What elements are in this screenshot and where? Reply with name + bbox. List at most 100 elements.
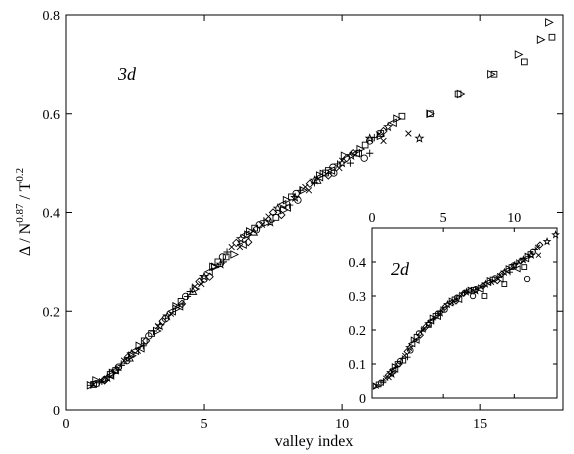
data-point-square <box>177 298 185 305</box>
data-point-x <box>380 137 387 145</box>
data-point-plus <box>117 360 125 368</box>
data-point-triangle-left <box>105 371 115 380</box>
data-point-plus <box>95 379 103 387</box>
data-point-circle <box>255 221 263 229</box>
data-point-square <box>361 141 369 149</box>
data-point-triangle-left <box>314 172 324 182</box>
data-point-circle <box>469 292 477 300</box>
data-point-star <box>102 372 113 383</box>
data-point-plus <box>286 201 294 209</box>
data-point-triangle-left <box>464 287 473 295</box>
x-tick-label: 15 <box>473 417 487 432</box>
data-point-plus <box>366 149 374 157</box>
y-label-exp-1: 0.87 <box>14 203 26 223</box>
data-point-square <box>548 33 556 41</box>
data-point-triangle-right <box>545 18 554 27</box>
data-point-triangle-right <box>426 109 436 119</box>
inset-data-points <box>372 230 560 390</box>
data-point-square <box>398 112 406 120</box>
data-point-x <box>535 252 542 258</box>
main-y-axis-label: Δ / N0.87 / T0.2 <box>14 168 34 256</box>
x-tick-label: 5 <box>201 417 208 432</box>
data-point-plus <box>399 355 406 362</box>
data-point-square <box>501 281 508 287</box>
data-point-plus <box>346 159 354 167</box>
data-point-triangle-left <box>513 265 521 273</box>
y-tick-label: 0.8 <box>43 9 61 24</box>
data-point-diamond <box>517 257 525 265</box>
data-point-diamond <box>243 237 253 247</box>
data-point-diamond <box>277 210 286 220</box>
data-point-star <box>414 133 425 143</box>
data-point-x <box>420 326 427 332</box>
data-point-triangle-left <box>277 199 287 209</box>
data-point-circle <box>218 253 227 261</box>
data-point-x <box>98 377 106 385</box>
x-tick-label: 0 <box>369 211 376 226</box>
data-point-square <box>222 253 230 261</box>
data-point-diamond <box>141 336 151 346</box>
data-point-circle <box>329 163 337 171</box>
data-point-circle <box>523 275 531 283</box>
x-tick-label: 0 <box>63 417 70 432</box>
data-point-x <box>383 375 389 381</box>
data-point-triangle-left <box>135 343 145 353</box>
y-label-part-c: / T <box>17 181 34 203</box>
y-tick-label: 0 <box>53 404 60 419</box>
main-axis-ticks: 0 5 10 15 0 0.2 0.4 0.6 0.8 <box>43 9 563 432</box>
data-point-triangle-right <box>282 195 292 205</box>
data-point-triangle-right <box>319 169 329 179</box>
data-point-triangle-up <box>312 175 322 184</box>
data-point-diamond <box>460 289 468 297</box>
data-point-plus <box>475 285 482 292</box>
data-point-star <box>309 175 320 185</box>
data-point-square <box>427 110 434 118</box>
data-point-triangle-right <box>246 227 255 236</box>
data-point-triangle-right <box>209 262 218 272</box>
data-point-triangle-right <box>244 230 253 240</box>
data-point-circle <box>181 292 190 301</box>
main-plot: 0 5 10 15 0 0.2 0.4 0.6 0.8 3d valley index Δ / … <box>14 9 564 450</box>
data-point-star <box>383 121 394 132</box>
data-point-plus <box>186 287 194 296</box>
data-point-triangle-left <box>388 118 397 128</box>
y-tick-label: 0 <box>359 392 366 407</box>
data-point-star <box>405 342 414 352</box>
y-tick-label: 0.3 <box>349 290 367 305</box>
data-point-triangle-left <box>445 299 454 307</box>
data-point-triangle-left <box>130 346 140 356</box>
data-point-x <box>496 272 503 279</box>
data-point-x <box>439 306 446 312</box>
data-point-square <box>288 193 295 201</box>
data-point-square <box>251 224 259 232</box>
data-point-square <box>272 214 280 221</box>
data-point-triangle-right <box>356 144 366 154</box>
data-point-square <box>481 293 488 299</box>
data-point-star <box>215 259 226 269</box>
data-point-star <box>542 236 552 246</box>
data-point-triangle-left <box>407 339 416 348</box>
data-point-square <box>324 167 332 174</box>
data-point-x <box>534 244 541 250</box>
data-point-plus <box>404 354 411 361</box>
data-point-triangle-left <box>240 230 250 240</box>
inset-axis-ticks: 0 5 10 0 0.1 0.2 0.3 0.4 <box>349 211 557 407</box>
data-point-triangle-left <box>282 203 291 212</box>
data-point-triangle-right <box>230 250 240 259</box>
data-point-plus <box>149 327 158 335</box>
data-point-x <box>265 213 272 220</box>
data-point-x <box>198 280 205 288</box>
main-data-points <box>86 18 556 390</box>
y-tick-label: 0.2 <box>349 324 367 339</box>
data-point-triangle-left <box>204 267 213 277</box>
data-point-diamond <box>195 277 204 286</box>
data-point-diamond <box>479 282 487 290</box>
y-label-exp-2: 0.2 <box>14 168 26 182</box>
data-point-triangle-left <box>426 317 435 325</box>
data-point-star <box>265 217 276 227</box>
data-point-circle <box>292 189 300 198</box>
data-point-diamond <box>158 316 167 326</box>
main-x-axis-label: valley index <box>275 433 354 450</box>
data-point-x <box>228 243 235 251</box>
